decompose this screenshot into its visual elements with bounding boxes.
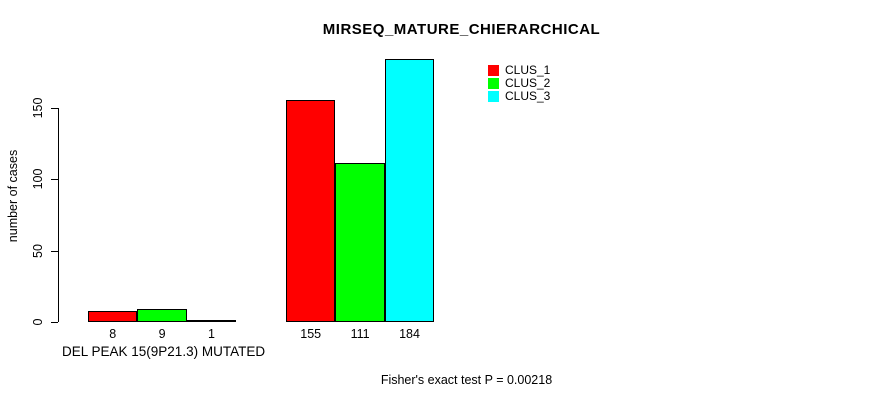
bar-clus_3-group1 [186, 320, 237, 322]
bar-clus_1-group1 [88, 310, 138, 322]
y-tick-label: 100 [31, 168, 45, 190]
y-axis-title: number of cases [6, 149, 20, 243]
legend-swatch-icon [488, 78, 499, 89]
bar-value-label: 1 [208, 327, 215, 341]
bar-clus_2-group1 [137, 309, 187, 322]
y-tick-label: 150 [31, 97, 45, 118]
bar-value-label: 155 [300, 327, 322, 341]
legend-row: CLUS_2 [488, 77, 550, 90]
x-axis-group-label: DEL PEAK 15(9P21.3) MUTATED [62, 344, 266, 359]
y-tick [51, 107, 58, 109]
bar-value-label: 111 [350, 327, 370, 341]
y-tick-label: 50 [31, 243, 45, 258]
legend-row: CLUS_1 [488, 64, 550, 77]
legend-label: CLUS_2 [505, 76, 551, 90]
y-axis-line [58, 107, 59, 322]
bar-clus_1-group2 [286, 100, 336, 322]
y-tick [51, 179, 58, 180]
y-tick [51, 250, 58, 252]
legend-label: CLUS_3 [505, 89, 551, 103]
bar-value-label: 184 [399, 327, 420, 341]
legend-row: CLUS_3 [488, 90, 550, 103]
legend-swatch-icon [488, 65, 499, 76]
legend: CLUS_1 CLUS_2 CLUS_3 [488, 64, 550, 103]
legend-label: CLUS_1 [505, 63, 551, 77]
annotation-text: Fisher's exact test P = 0.00218 [380, 373, 553, 387]
bar-value-label: 8 [109, 327, 117, 341]
bar-clus_2-group2 [335, 163, 385, 322]
chart-title: MIRSEQ_MATURE_CHIERARCHICAL [322, 21, 601, 38]
bar-clus_3-group2 [384, 58, 435, 322]
y-tick [51, 322, 58, 323]
legend-swatch-icon [488, 91, 499, 102]
y-tick-label: 0 [31, 318, 45, 326]
bar-value-label: 9 [158, 327, 166, 341]
